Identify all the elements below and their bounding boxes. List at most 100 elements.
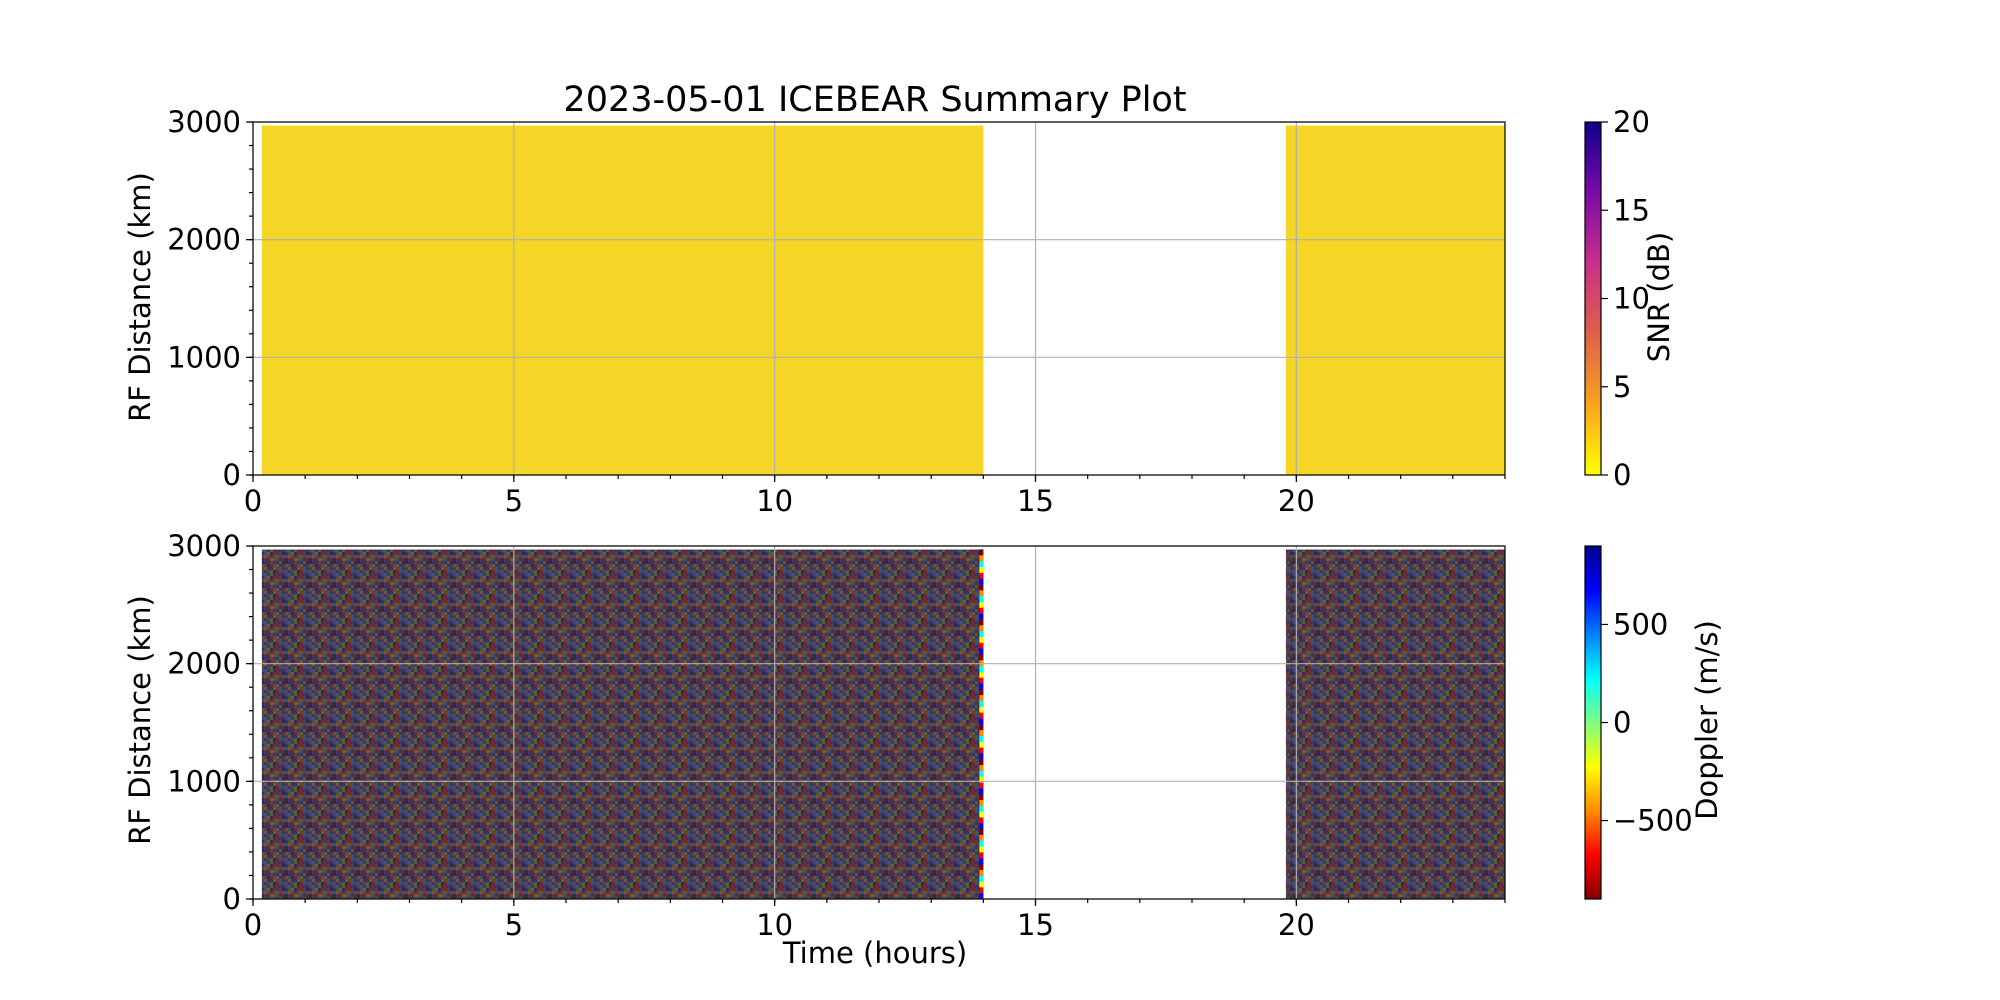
snr-data-block-1	[1285, 125, 1505, 475]
doppler-edge-point	[979, 747, 984, 754]
doppler-edge-point	[979, 572, 984, 579]
doppler-edge-point	[979, 566, 984, 573]
doppler-edge-point	[979, 636, 984, 643]
doppler-edge-point	[979, 881, 984, 888]
snr-colorbar: 0 5 10 15 20	[1584, 105, 1650, 492]
doppler-edge-point	[979, 619, 984, 626]
doppler-data-block-1	[1285, 549, 1505, 899]
doppler-edge-point	[979, 858, 984, 865]
colorbar-tick-label: 5	[1613, 370, 1631, 404]
doppler-edge-point	[979, 683, 984, 690]
doppler-edge-point	[979, 718, 984, 725]
doppler-colorbar: −500 0 500	[1584, 545, 1693, 900]
doppler-edge-point	[979, 578, 984, 585]
doppler-edge-point	[979, 648, 984, 655]
colorbar-tick-label: 20	[1613, 105, 1650, 139]
doppler-edge-point	[979, 846, 984, 853]
x-tick-label: 15	[1017, 484, 1054, 518]
y-tick-label: 1000	[167, 764, 241, 798]
x-tick-label: 0	[244, 484, 262, 518]
snr-data-block-0	[261, 125, 984, 475]
colorbar-tick-label: 10	[1613, 282, 1650, 316]
colorbar-tick-label: 0	[1613, 458, 1631, 492]
doppler-edge-point	[979, 823, 984, 830]
x-tick-label: 15	[1017, 908, 1054, 942]
doppler-edge-point	[979, 834, 984, 841]
doppler-edge-point	[979, 561, 984, 568]
x-tick-label: 0	[244, 908, 262, 942]
x-axis-label: Time (hours)	[782, 936, 967, 970]
doppler-edge-point	[979, 712, 984, 719]
y-tick-label: 1000	[167, 340, 241, 374]
snr-panel-ylabel: RF Distance (km)	[123, 172, 157, 422]
doppler-edge-point	[979, 863, 984, 870]
colorbar-fill	[1585, 546, 1601, 899]
y-tick-label: 0	[223, 458, 241, 492]
doppler-edge-point	[979, 759, 984, 766]
doppler-edge-point	[979, 630, 984, 637]
doppler-edge-point	[979, 689, 984, 696]
x-tick-label: 20	[1278, 484, 1315, 518]
y-tick-label: 2000	[167, 647, 241, 681]
doppler-edge-point	[979, 788, 984, 795]
doppler-edge-point	[979, 840, 984, 847]
doppler-panel: 0 5 10 15 20 0 1000 2000 3000	[167, 529, 1506, 942]
doppler-edge-point	[979, 793, 984, 800]
doppler-edge-point	[979, 741, 984, 748]
doppler-edge-point	[979, 706, 984, 713]
colorbar-tick-label: −500	[1613, 804, 1693, 838]
x-tick-label: 10	[756, 484, 793, 518]
doppler-edge-point	[979, 665, 984, 672]
doppler-edge-point	[979, 811, 984, 818]
x-tick-label: 5	[505, 908, 523, 942]
doppler-edge-point	[979, 729, 984, 736]
snr-panel: 0 5 10 15 20 0 1000 2000 3000	[167, 105, 1506, 518]
doppler-edge-point	[979, 828, 984, 835]
y-tick-label: 0	[223, 882, 241, 916]
doppler-edge-point	[979, 549, 984, 556]
doppler-edge-point	[979, 677, 984, 684]
colorbar-fill	[1585, 122, 1601, 475]
doppler-edge-point	[979, 700, 984, 707]
doppler-edge-point	[979, 595, 984, 602]
y-tick-label: 3000	[167, 105, 241, 139]
doppler-edge-point	[979, 817, 984, 824]
y-tick-label: 3000	[167, 529, 241, 563]
colorbar-tick-label: 500	[1613, 607, 1668, 641]
doppler-edge-point	[979, 770, 984, 777]
doppler-edge-point	[979, 601, 984, 608]
doppler-edge-point	[979, 654, 984, 661]
doppler-edge-point	[979, 613, 984, 620]
doppler-panel-ylabel: RF Distance (km)	[123, 595, 157, 845]
doppler-edge-point	[979, 735, 984, 742]
y-tick-label: 2000	[167, 223, 241, 257]
doppler-edge-point	[979, 660, 984, 667]
doppler-edge-point	[979, 555, 984, 562]
doppler-data-block-0	[261, 549, 984, 899]
doppler-edge-point	[979, 799, 984, 806]
doppler-edge-point	[979, 805, 984, 812]
doppler-edge-point	[979, 893, 984, 899]
doppler-edge-point	[979, 852, 984, 859]
x-tick-label: 10	[756, 908, 793, 942]
doppler-edge-point	[979, 776, 984, 783]
doppler-edge-point	[979, 764, 984, 771]
doppler-edge-point	[979, 694, 984, 701]
x-tick-label: 5	[505, 484, 523, 518]
chart-title: 2023-05-01 ICEBEAR Summary Plot	[563, 80, 1186, 120]
x-tick-label: 20	[1278, 908, 1315, 942]
doppler-edge-point	[979, 671, 984, 678]
snr-colorbar-label: SNR (dB)	[1642, 232, 1676, 362]
doppler-edge-point	[979, 875, 984, 882]
doppler-edge-point	[979, 887, 984, 894]
doppler-edge-point	[979, 625, 984, 632]
doppler-edge-point	[979, 753, 984, 760]
colorbar-tick-label: 0	[1613, 706, 1631, 740]
colorbar-tick-label: 15	[1613, 193, 1650, 227]
doppler-edge-point	[979, 590, 984, 597]
doppler-edge-point	[979, 724, 984, 731]
doppler-edge-point	[979, 782, 984, 789]
doppler-colorbar-label: Doppler (m/s)	[1690, 620, 1724, 820]
doppler-edge-point	[979, 607, 984, 614]
